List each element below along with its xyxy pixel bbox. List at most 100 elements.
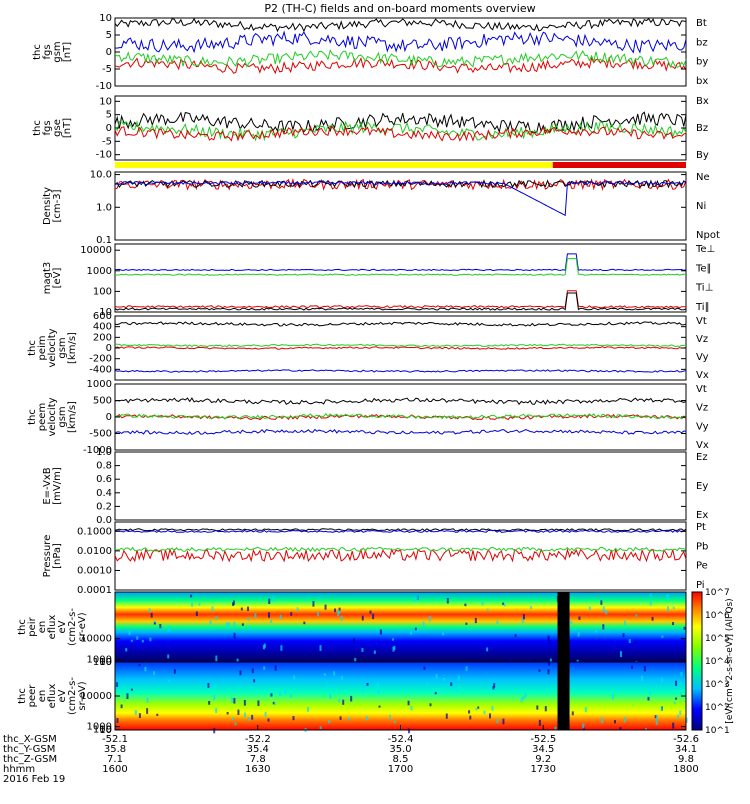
spectrogram-noise xyxy=(613,720,616,724)
spectrogram-noise xyxy=(331,684,334,688)
y-axis-label-line: fgs xyxy=(42,44,53,59)
spectrogram-noise xyxy=(290,612,293,616)
spectrogram-noise xyxy=(422,621,425,627)
spectrogram-noise xyxy=(168,625,171,632)
spectrogram-noise xyxy=(366,682,369,686)
spectrogram-noise xyxy=(354,657,357,662)
spectrogram-noise xyxy=(233,632,236,639)
spectrogram-noise xyxy=(635,614,638,617)
spectrogram-noise xyxy=(117,652,120,657)
spectrogram-noise xyxy=(279,614,282,620)
spectrogram-noise xyxy=(661,677,664,682)
x-tick-label: 34.5 xyxy=(532,744,554,755)
spectrogram-noise xyxy=(116,718,119,723)
spectrogram-noise xyxy=(153,622,156,625)
spectrogram-noise xyxy=(675,680,678,686)
spectrogram-noise xyxy=(215,616,218,621)
spectrogram-noise xyxy=(272,701,275,705)
y-axis-label-line: Density xyxy=(42,187,53,225)
x-tick-label: 35.4 xyxy=(247,744,269,755)
spectrogram-noise xyxy=(146,708,149,714)
y-axis-label-line: [mV/m] xyxy=(52,467,63,505)
spectrogram-noise xyxy=(547,635,550,641)
spectrogram-noise xyxy=(538,669,541,672)
spectrogram-noise xyxy=(493,683,496,688)
spectrogram-noise xyxy=(272,595,275,602)
x-tick-label: 35.0 xyxy=(389,744,411,755)
series-line-Vt xyxy=(114,397,687,406)
spectrogram-noise xyxy=(378,705,381,708)
y-axis-label-line: velocity xyxy=(47,328,58,367)
legend-entry-By: By xyxy=(696,150,709,161)
y-axis-label-line: gse xyxy=(52,119,63,137)
spectrogram-noise xyxy=(584,707,587,713)
spectrogram-noise xyxy=(144,666,147,672)
spectrogram-noise xyxy=(215,708,218,714)
y-tick-label: 0 xyxy=(106,47,112,58)
spectrogram-noise xyxy=(489,713,492,719)
x-row-name: thc_X-GSM xyxy=(3,734,57,745)
spectrogram-noise xyxy=(458,675,461,681)
legend-entry-Bx: Bx xyxy=(696,96,709,107)
legend-entry-Ti⊥: Ti⊥ xyxy=(695,283,713,294)
y-axis-label-peim_velocity: thc peim velocity gsm [km/s] xyxy=(27,328,78,367)
spectrogram-noise xyxy=(361,615,364,621)
legend-entry-Vt: Vt xyxy=(696,316,707,327)
spectrogram-noise xyxy=(407,700,410,706)
series-line-bz xyxy=(114,56,687,75)
spectrogram-noise xyxy=(341,676,344,681)
y-tick-label: -10 xyxy=(96,81,112,92)
mode-bar-segment xyxy=(552,162,686,168)
spectrogram-noise xyxy=(146,697,149,703)
spectrogram-noise xyxy=(274,665,277,671)
spectrogram-noise xyxy=(317,611,320,617)
spectrogram-noise xyxy=(413,597,416,602)
spectrogram-noise xyxy=(571,711,574,716)
spectrogram-noise xyxy=(538,719,541,726)
spectrogram-noise xyxy=(649,593,652,598)
spectrogram-noise xyxy=(156,713,159,716)
spectrogram-noise xyxy=(675,697,678,700)
x-row-name: hhmm xyxy=(3,764,35,775)
y-tick-label: 0 xyxy=(106,412,112,423)
spectrogram-noise xyxy=(634,641,637,644)
spectrogram-noise xyxy=(481,601,484,606)
spectrogram-noise xyxy=(247,606,250,611)
spectrogram-noise xyxy=(435,673,438,679)
colorbar-tick-label: 10^2 xyxy=(705,703,730,713)
spectrogram-noise xyxy=(120,704,123,709)
spectrogram-noise xyxy=(127,647,130,653)
spectrogram-noise xyxy=(248,717,251,721)
series-line-Vx xyxy=(114,428,687,435)
spectrogram-noise xyxy=(496,620,499,625)
spectrogram-noise xyxy=(641,675,644,682)
spectrogram-noise xyxy=(372,613,375,620)
spectrogram-noise xyxy=(619,727,622,731)
y-axis-label-line: [km/s] xyxy=(67,332,78,364)
spectrogram-noise xyxy=(502,602,505,606)
spectrogram-noise xyxy=(623,717,626,723)
spectrogram-noise xyxy=(141,639,144,643)
y-tick-label: 0 xyxy=(106,343,112,354)
legend-entry-Ey: Ey xyxy=(696,481,708,492)
y-axis-label-line: [nT] xyxy=(62,118,73,138)
y-tick-label: 10 xyxy=(99,657,112,668)
spectrogram-image xyxy=(115,662,686,730)
y-axis-label-peem_velocity: thc peem velocity gsm [km/s] xyxy=(27,397,78,436)
spectrogram-noise xyxy=(215,655,218,662)
spectrogram-noise xyxy=(486,647,489,652)
spectrogram-noise xyxy=(679,682,682,686)
spectrogram-noise xyxy=(631,665,634,669)
x-tick-label: -52.5 xyxy=(530,734,556,745)
y-tick-label: -10 xyxy=(96,150,112,161)
spectrogram-noise xyxy=(464,603,467,607)
spectrogram-noise xyxy=(676,714,679,719)
spectrogram-noise xyxy=(319,645,322,651)
panel-pressure: 0.0001 0.0010 0.0100 0.1000 xyxy=(77,521,687,596)
spectrogram-noise xyxy=(549,640,552,645)
series-line-Bz xyxy=(114,119,687,142)
series-line-Vy xyxy=(114,343,687,348)
y-axis-label-line: peim xyxy=(37,335,48,360)
x-tick-label: 1600 xyxy=(102,764,127,775)
